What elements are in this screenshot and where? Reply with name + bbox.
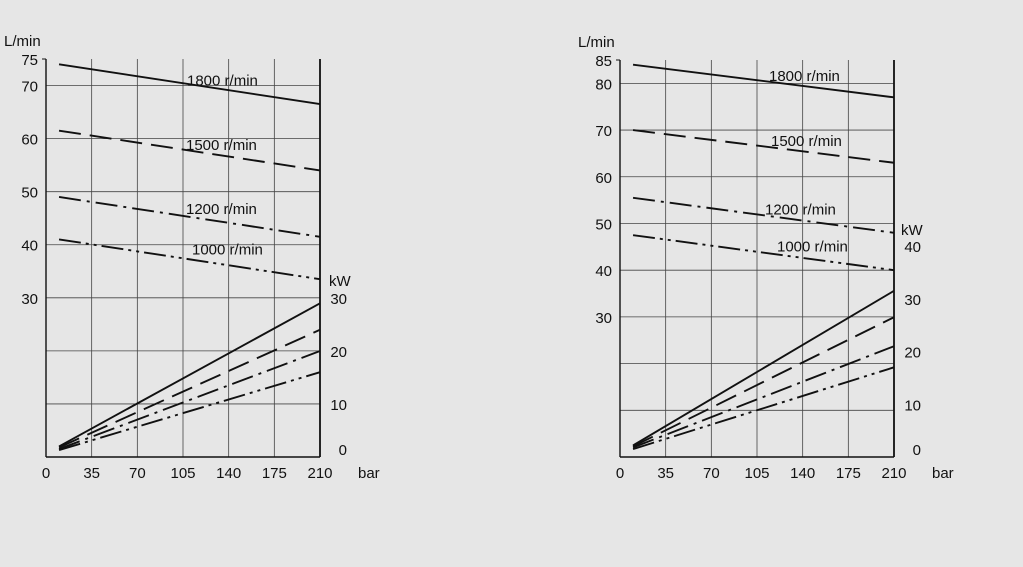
chart-panel-1: 0 35 70 105 140 175 210 bar 30 40 50 60 70 75 L/min 0 10…: [4, 33, 380, 482]
flow-tick-label: 30: [595, 310, 612, 327]
power-series-line: [632, 316, 895, 448]
flow-series-label: 1000 r/min: [777, 238, 848, 255]
power-series-line: [632, 345, 895, 449]
flow-series-line: [632, 63, 895, 99]
flow-series-line: [58, 196, 321, 238]
flow-series-label: 1500 r/min: [771, 133, 842, 150]
power-unit-label: kW: [329, 273, 352, 290]
flow-series-label: 1000 r/min: [192, 241, 263, 258]
flow-series-label: 1800 r/min: [187, 73, 258, 90]
x-tick-label: 140: [790, 465, 815, 482]
power-tick-label: 20: [330, 344, 347, 361]
power-tick-label: 10: [904, 397, 921, 414]
flow-tick-label: 70: [595, 123, 612, 140]
power-series-line: [58, 350, 321, 450]
x-tick-label: 70: [703, 465, 720, 482]
flow-series-line: [58, 129, 321, 172]
x-tick-label: 35: [83, 465, 100, 482]
power-tick-label: 0: [339, 442, 347, 459]
x-tick-label: 35: [657, 465, 674, 482]
power-tick-label: 10: [330, 397, 347, 414]
power-series-line: [58, 328, 321, 449]
flow-series-label: 1800 r/min: [769, 68, 840, 85]
flow-tick-label: 70: [21, 79, 38, 96]
flow-tick-label: 40: [595, 263, 612, 280]
flow-series-line: [632, 196, 895, 234]
flow-tick-label: 75: [21, 52, 38, 69]
x-tick-label: 210: [881, 465, 906, 482]
flow-series-label: 1500 r/min: [186, 137, 257, 154]
chart-panel-2: 0 35 70 105 140 175 210 bar 30 40 50 60 70 80 85 L/min 0…: [578, 34, 954, 482]
flow-unit-label: L/min: [4, 33, 41, 50]
x-tick-label: 140: [216, 465, 241, 482]
flow-series-line: [632, 234, 895, 272]
power-tick-label: 0: [913, 442, 921, 459]
x-tick-label: 0: [616, 465, 624, 482]
flow-series-line: [632, 129, 895, 164]
x-tick-label: 70: [129, 465, 146, 482]
power-tick-label: 40: [904, 239, 921, 256]
x-tick-label: 175: [262, 465, 287, 482]
x-tick-label: 105: [744, 465, 769, 482]
flow-tick-label: 30: [21, 291, 38, 308]
power-tick-label: 30: [330, 291, 347, 308]
power-series-line: [632, 290, 895, 447]
flow-tick-label: 50: [595, 216, 612, 233]
x-tick-label: 0: [42, 465, 50, 482]
power-tick-label: 30: [904, 292, 921, 309]
flow-series-line: [58, 238, 321, 281]
flow-series-label: 1200 r/min: [765, 201, 836, 218]
x-unit-label: bar: [358, 465, 380, 482]
flow-series-label: 1200 r/min: [186, 201, 257, 218]
x-tick-label: 210: [307, 465, 332, 482]
x-tick-label: 175: [836, 465, 861, 482]
power-series-line: [58, 371, 321, 452]
power-unit-label: kW: [901, 222, 924, 239]
flow-tick-label: 80: [595, 76, 612, 93]
power-series-line: [58, 302, 321, 448]
power-series-line: [632, 366, 895, 450]
flow-tick-label: 60: [595, 170, 612, 187]
flow-series-line: [58, 63, 321, 106]
flow-tick-label: 60: [21, 132, 38, 149]
flow-tick-label: 40: [21, 238, 38, 255]
power-tick-label: 20: [904, 345, 921, 362]
x-tick-label: 105: [170, 465, 195, 482]
flow-tick-label: 50: [21, 185, 38, 202]
flow-tick-label: 85: [595, 53, 612, 70]
x-unit-label: bar: [932, 465, 954, 482]
flow-unit-label: L/min: [578, 34, 615, 51]
